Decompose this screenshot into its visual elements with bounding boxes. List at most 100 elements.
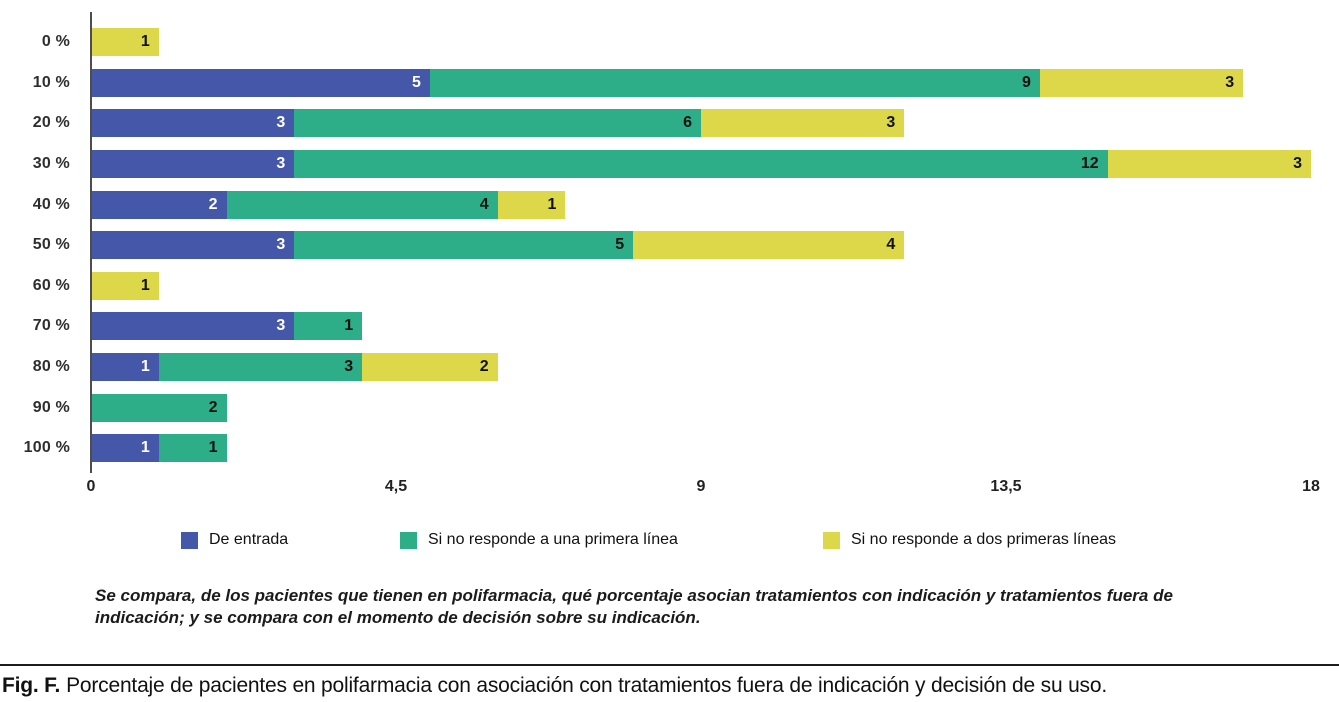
legend-item-si-no-responde-a-una-primera-linea: Si no responde a una primera línea: [400, 531, 678, 549]
bar-segment-si-no-responde-a-una-primera-linea: 6: [294, 109, 701, 138]
bar-value-label: 1: [547, 195, 557, 213]
bar-value-label: 9: [1021, 73, 1031, 91]
bar-segment-si-no-responde-a-una-primera-linea: 5: [294, 231, 634, 260]
bar-value-label: 2: [208, 398, 218, 416]
bar-segment-de-entrada: 3: [91, 312, 295, 341]
bar-row: 20 % 3 6 3: [0, 103, 1339, 144]
bar-segment-si-no-responde-a-dos-primeras-lineas: 1: [91, 271, 159, 300]
legend-item-si-no-responde-a-dos-primeras-lineas: Si no responde a dos primeras líneas: [823, 531, 1116, 549]
footnote: Se compara, de los pacientes que tienen …: [95, 586, 1173, 628]
y-axis-line: [90, 12, 92, 473]
bar-segment-si-no-responde-a-dos-primeras-lineas: 1: [91, 28, 159, 57]
bar-value-label: 5: [615, 236, 625, 254]
legend: De entrada Si no responde a una primera l…: [0, 527, 1339, 557]
legend-swatch-icon: [823, 531, 840, 549]
y-axis-label: 30 %: [32, 155, 70, 173]
bar-track: 1: [91, 271, 159, 300]
bar-segment-si-no-responde-a-dos-primeras-lineas: 4: [633, 231, 905, 260]
bar-segment-de-entrada: 3: [91, 109, 295, 138]
figure-caption: Fig. F. Porcentaje de pacientes en polifa…: [2, 674, 1339, 698]
bar-row: 30 % 3 12 3: [0, 144, 1339, 185]
bar-value-label: 1: [140, 33, 150, 51]
figure-caption-text: Porcentaje de pacientes en polifarmacia …: [66, 674, 1107, 697]
stacked-bar-chart: 0 % 1 10 % 5 9 3 20 % 3 6 3 30 % 3 12 3 40 % 2 4 1 50 % 3 5 4…: [0, 12, 1339, 473]
bar-row: 100 % 1 1: [0, 428, 1339, 469]
bar-segment-si-no-responde-a-una-primera-linea: 1: [158, 434, 227, 463]
legend-label: Si no responde a dos primeras líneas: [851, 531, 1117, 548]
bar-value-label: 2: [208, 195, 218, 213]
legend-swatch-icon: [181, 531, 198, 549]
bar-row: 50 % 3 5 4: [0, 225, 1339, 266]
bar-segment-si-no-responde-a-dos-primeras-lineas: 3: [1039, 68, 1244, 97]
y-axis-label: 0 %: [41, 33, 70, 51]
bar-row: 80 % 1 3 2: [0, 347, 1339, 388]
bar-segment-de-entrada: 5: [91, 68, 430, 97]
y-axis-label: 20 %: [32, 114, 70, 132]
bar-value-label: 3: [1225, 73, 1235, 91]
bar-track: 5 9 3: [91, 68, 1244, 97]
legend-swatch-icon: [400, 531, 417, 549]
bar-row: 70 % 3 1: [0, 306, 1339, 347]
bar-value-label: 1: [140, 439, 150, 457]
y-axis-label: 10 %: [32, 73, 70, 91]
bar-row: 60 % 1: [0, 266, 1339, 307]
bar-segment-si-no-responde-a-una-primera-linea: 2: [91, 393, 227, 422]
x-axis-tick: 18: [1302, 478, 1320, 495]
bar-segment-si-no-responde-a-una-primera-linea: 1: [294, 312, 363, 341]
x-axis-tick: 4,5: [384, 478, 408, 495]
figure-caption-label: Fig. F.: [2, 674, 61, 697]
x-axis-tick: 0: [86, 478, 96, 495]
bar-value-label: 4: [479, 195, 489, 213]
bar-value-label: 3: [344, 358, 354, 376]
bar-value-label: 3: [276, 236, 286, 254]
bar-segment-si-no-responde-a-dos-primeras-lineas: 1: [497, 190, 566, 219]
bar-value-label: 2: [479, 358, 489, 376]
y-axis-label: 40 %: [32, 195, 70, 213]
legend-label: Si no responde a una primera línea: [428, 531, 678, 548]
bar-track: 2: [91, 393, 227, 422]
bar-track: 1 3 2: [91, 353, 498, 382]
y-axis-label: 70 %: [32, 317, 70, 335]
bar-segment-si-no-responde-a-una-primera-linea: 12: [294, 150, 1108, 179]
bar-value-label: 3: [1293, 155, 1302, 173]
bar-segment-si-no-responde-a-dos-primeras-lineas: 2: [362, 353, 498, 382]
bar-track: 1: [91, 28, 159, 57]
x-axis-tick: 9: [696, 478, 706, 495]
y-axis-label: 90 %: [32, 398, 70, 416]
legend-item-de-entrada: De entrada: [181, 531, 288, 549]
bar-segment-de-entrada: 1: [91, 434, 159, 463]
bar-track: 3 12 3: [91, 150, 1311, 179]
x-axis-tick: 13,5: [990, 478, 1022, 495]
bar-segment-de-entrada: 2: [91, 190, 227, 219]
bar-value-label: 3: [276, 114, 286, 132]
y-axis-label: 50 %: [32, 236, 70, 254]
bar-value-label: 6: [683, 114, 692, 132]
bar-segment-de-entrada: 3: [91, 231, 295, 260]
bar-segment-si-no-responde-a-una-primera-linea: 9: [429, 68, 1040, 97]
bar-value-label: 1: [140, 358, 150, 376]
bar-value-label: 3: [276, 155, 286, 173]
bar-row: 90 % 2: [0, 387, 1339, 428]
legend-label: De entrada: [209, 531, 289, 548]
bar-value-label: 5: [411, 73, 421, 91]
bar-value-label: 4: [886, 236, 896, 254]
bar-track: 3 6 3: [91, 109, 905, 138]
bar-value-label: 3: [886, 114, 896, 132]
x-axis: 0 4,5 9 13,5 18: [0, 475, 1339, 501]
bar-value-label: 12: [1080, 155, 1099, 173]
bar-track: 2 4 1: [91, 190, 566, 219]
bar-row: 40 % 2 4 1: [0, 184, 1339, 225]
bar-track: 3 5 4: [91, 231, 905, 260]
bar-segment-si-no-responde-a-dos-primeras-lineas: 3: [700, 109, 905, 138]
bar-segment-de-entrada: 1: [91, 353, 159, 382]
bar-segment-si-no-responde-a-una-primera-linea: 4: [226, 190, 498, 219]
bar-value-label: 1: [140, 276, 150, 294]
bar-value-label: 3: [276, 317, 286, 335]
y-axis-label: 100 %: [23, 439, 70, 457]
bar-value-label: 1: [208, 439, 218, 457]
y-axis-label: 80 %: [32, 358, 70, 376]
bar-row: 0 % 1: [0, 22, 1339, 63]
